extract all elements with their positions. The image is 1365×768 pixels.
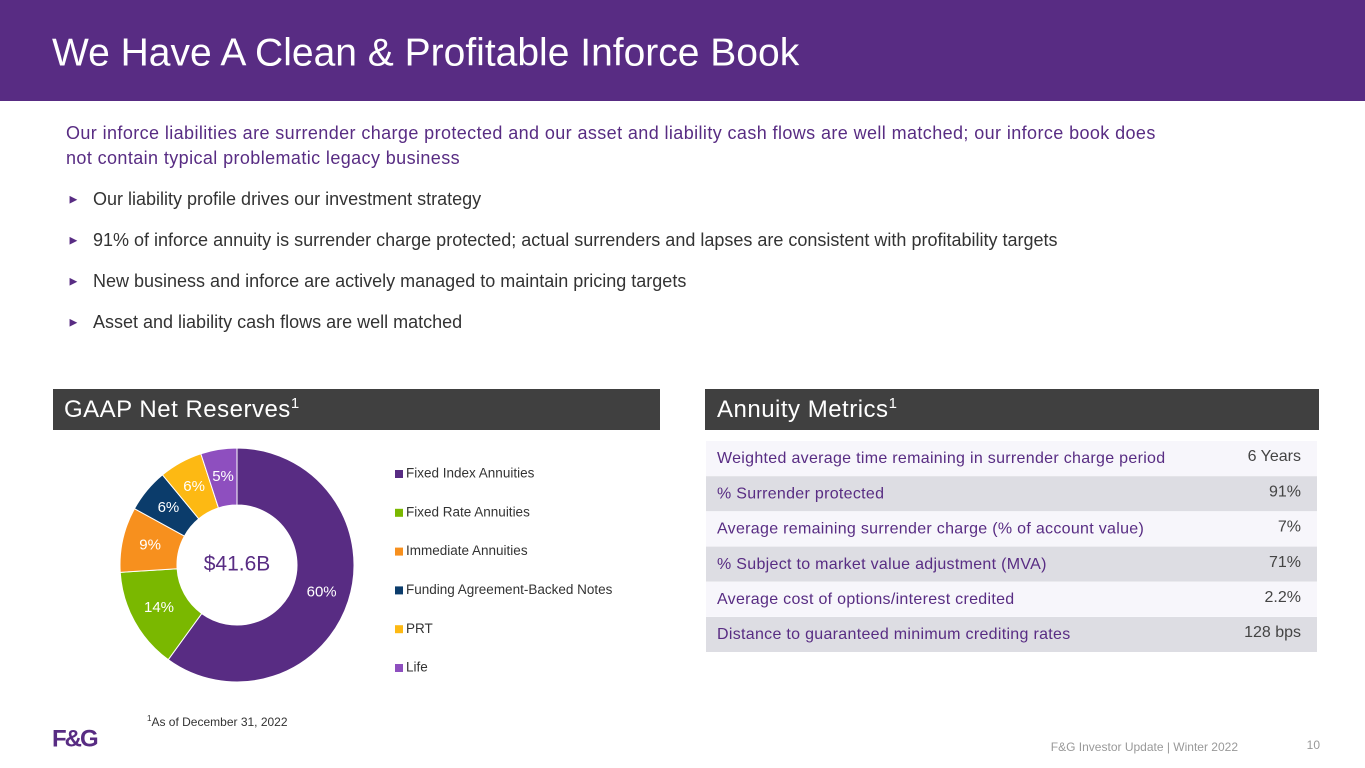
legend-label: Fixed Rate Annuities (406, 504, 530, 519)
panel-header (53, 389, 660, 430)
metric-value: 2.2% (1265, 589, 1301, 606)
bullet-symbol: ► (67, 191, 80, 206)
legend-label: Funding Agreement-Backed Notes (406, 582, 613, 597)
legend-label: Immediate Annuities (406, 543, 528, 558)
metric-value: 128 bps (1244, 624, 1301, 641)
table-row (706, 511, 1317, 547)
table-row (706, 617, 1317, 652)
data-label: 14% (144, 599, 174, 616)
footnote: 1As of December 31, 2022 (147, 714, 288, 729)
page-number: 10 (1307, 738, 1321, 752)
metric-value: 7% (1278, 519, 1301, 536)
panel-title-text: Annuity Metrics (717, 396, 889, 423)
bullet: New business and inforce are actively ma… (93, 271, 686, 291)
legend-swatch (395, 625, 403, 634)
panel-title: GAAP Net Reserves1 (64, 395, 300, 423)
panel-title: Annuity Metrics1 (717, 395, 897, 423)
metric-label: Distance to guaranteed minimum crediting… (717, 626, 1071, 643)
panel-header (705, 389, 1319, 430)
bullet: 91% of inforce annuity is surrender char… (93, 230, 1058, 250)
bullet: Our liability profile drives our investm… (93, 189, 481, 209)
metric-label: % Subject to market value adjustment (MV… (717, 556, 1047, 573)
slide-title: We Have A Clean & Profitable Inforce Boo… (52, 31, 800, 74)
data-label: 5% (212, 468, 234, 485)
intro: not contain typical problematic legacy b… (66, 148, 460, 168)
superscript: 1 (291, 395, 300, 412)
footer-text: F&G Investor Update | Winter 2022 (1051, 740, 1239, 754)
metric-label: Average remaining surrender charge (% of… (717, 521, 1144, 538)
data-label: 6% (183, 478, 205, 495)
table-row (706, 476, 1317, 512)
data-label: 9% (139, 537, 161, 554)
bullet-symbol: ► (67, 273, 80, 288)
metric-value: 6 Years (1248, 448, 1301, 465)
legend-swatch (395, 470, 403, 478)
table-row (706, 581, 1317, 617)
table-row (706, 441, 1317, 476)
legend-swatch (395, 586, 403, 595)
footnote-text: As of December 31, 2022 (151, 715, 287, 729)
metric-label: Weighted average time remaining in surre… (717, 450, 1165, 467)
legend-label: Life (406, 660, 428, 675)
metric-label: Average cost of options/interest credite… (717, 591, 1015, 608)
bullet: Asset and liability cash flows are well … (93, 312, 462, 332)
superscript: 1 (889, 395, 898, 412)
metric-value: 91% (1269, 483, 1301, 500)
center-label: $41.6B (204, 553, 271, 576)
legend-swatch (395, 547, 403, 556)
superscript: 1 (147, 714, 152, 723)
bullet-symbol: ► (67, 314, 80, 329)
legend-swatch (395, 508, 403, 517)
bullet-symbol: ► (67, 232, 80, 247)
legend-swatch (395, 664, 403, 672)
panel-title-text: GAAP Net Reserves (64, 396, 291, 423)
donut-slice (200, 447, 238, 509)
legend-label: PRT (406, 621, 433, 636)
donut-slice (167, 447, 355, 683)
metric-value: 71% (1269, 554, 1301, 571)
legend-label: Fixed Index Annuities (406, 466, 535, 481)
intro: Our inforce liabilities are surrender ch… (66, 123, 1156, 143)
data-label: 6% (158, 499, 180, 516)
metric-label: % Surrender protected (717, 485, 884, 502)
header-band (0, 0, 1365, 101)
data-label: 60% (307, 583, 337, 600)
table-row (706, 546, 1317, 582)
logo: F&G (52, 725, 98, 752)
